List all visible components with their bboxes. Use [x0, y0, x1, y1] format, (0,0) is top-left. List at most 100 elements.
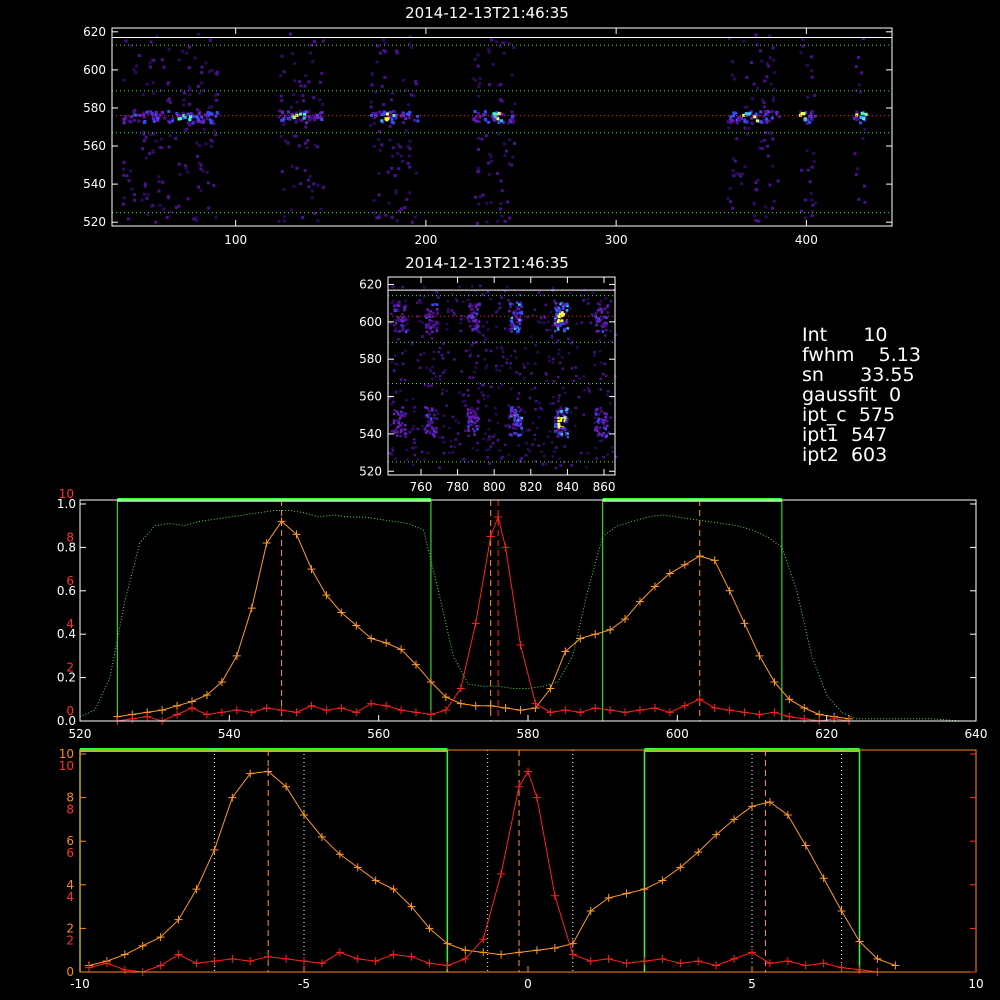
blob-pixel	[563, 303, 567, 306]
noise-pixel	[482, 340, 486, 344]
blob-pixel	[565, 309, 569, 312]
data-point-red	[725, 706, 734, 715]
blob-pixel	[474, 305, 478, 308]
noise-pixel	[755, 42, 759, 46]
y-tick-label-red: 8	[66, 803, 74, 817]
signal-pixel	[370, 113, 373, 117]
noise-pixel	[380, 84, 384, 88]
noise-pixel	[392, 285, 395, 288]
signal-pixel	[854, 118, 858, 122]
signal-pixel	[142, 111, 146, 115]
noise-pixel	[509, 362, 512, 365]
noise-pixel	[854, 65, 858, 69]
noise-pixel	[454, 297, 458, 301]
blob-pixel	[595, 413, 598, 416]
signal-pixel	[371, 111, 375, 115]
signal-pixel	[302, 114, 306, 118]
noise-pixel	[460, 314, 463, 317]
data-point-orange	[282, 782, 291, 791]
noise-pixel	[558, 361, 562, 365]
noise-pixel	[448, 451, 451, 455]
noise-pixel	[543, 454, 546, 458]
noise-pixel	[422, 295, 426, 298]
noise-pixel	[606, 390, 610, 393]
blob-pixel	[470, 423, 473, 427]
noise-pixel	[502, 355, 505, 359]
data-point-red	[497, 869, 506, 878]
noise-pixel	[496, 219, 500, 223]
data-point-orange	[576, 634, 585, 643]
noise-pixel	[459, 318, 463, 321]
noise-pixel	[502, 51, 506, 55]
signal-pixel	[202, 120, 206, 124]
data-point-red	[591, 703, 600, 712]
blob-pixel	[555, 409, 559, 412]
signal-pixel	[477, 120, 481, 123]
noise-pixel	[481, 383, 484, 387]
noise-pixel	[590, 313, 594, 316]
noise-pixel	[499, 457, 503, 460]
noise-pixel	[568, 430, 571, 433]
signal-pixel	[777, 115, 781, 119]
noise-pixel	[316, 183, 320, 187]
signal-pixel	[735, 121, 739, 125]
noise-pixel	[157, 179, 161, 183]
noise-pixel	[415, 171, 418, 175]
blob-pixel	[519, 326, 522, 330]
blob-pixel	[560, 426, 563, 430]
noise-pixel	[806, 95, 809, 99]
noise-pixel	[551, 455, 555, 458]
blob-pixel	[513, 327, 517, 330]
y-tick-label-red: 10	[59, 759, 74, 773]
signal-pixel	[728, 117, 732, 121]
blob-pixel	[395, 426, 399, 430]
data-point-red	[322, 706, 331, 715]
noise-pixel	[760, 147, 764, 150]
data-point-orange	[765, 797, 774, 806]
series-line-orange	[88, 770, 896, 966]
noise-pixel	[517, 392, 521, 395]
blob-pixel	[605, 322, 608, 325]
noise-pixel	[477, 381, 480, 385]
blob-pixel	[431, 407, 434, 410]
data-point-red	[783, 957, 792, 966]
signal-pixel	[394, 116, 398, 120]
blob-pixel	[553, 329, 557, 333]
signal-pixel	[308, 118, 311, 122]
x-tick-label: 400	[795, 233, 818, 247]
signal-pixel	[304, 115, 308, 118]
noise-pixel	[503, 219, 507, 223]
blob-pixel	[561, 307, 565, 310]
blob-pixel	[475, 326, 479, 329]
noise-pixel	[187, 88, 191, 92]
noise-pixel	[762, 105, 766, 109]
blob-pixel	[473, 430, 476, 433]
blob-pixel	[513, 418, 516, 422]
noise-pixel	[447, 351, 450, 354]
blob-pixel	[557, 431, 561, 435]
data-point-red	[456, 684, 465, 693]
blob-pixel	[401, 316, 404, 319]
blob-pixel	[513, 414, 516, 417]
signal-pixel	[381, 121, 385, 125]
noise-pixel	[214, 216, 218, 220]
signal-pixel	[474, 119, 478, 123]
signal-pixel	[142, 115, 146, 119]
blob-pixel	[516, 311, 519, 315]
data-point-red	[292, 708, 301, 717]
noise-pixel	[195, 219, 199, 222]
noise-pixel	[503, 290, 507, 293]
noise-pixel	[509, 354, 513, 357]
noise-pixel	[401, 285, 404, 289]
noise-pixel	[498, 44, 502, 48]
noise-pixel	[475, 361, 478, 365]
noise-pixel	[488, 448, 491, 451]
noise-pixel	[498, 369, 502, 372]
signal-pixel	[287, 117, 291, 121]
noise-pixel	[560, 434, 564, 438]
blob-pixel	[520, 416, 523, 420]
noise-pixel	[485, 456, 489, 460]
blob-pixel	[511, 406, 515, 409]
data-point-orange	[636, 597, 644, 606]
blob-pixel	[557, 416, 560, 419]
